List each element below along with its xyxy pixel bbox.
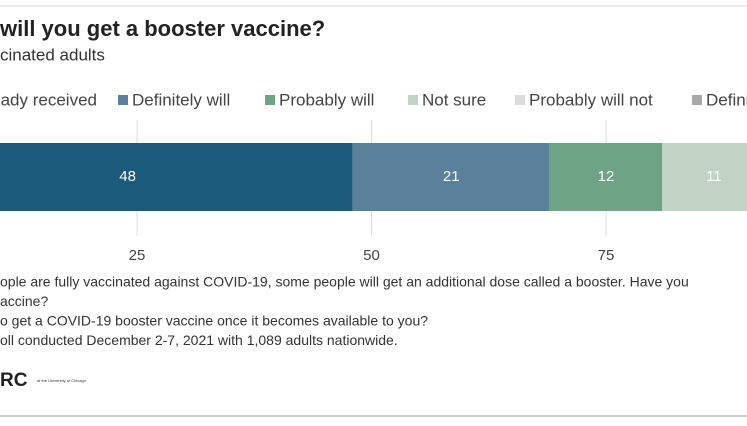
- data-label: 11: [706, 168, 722, 185]
- legend-swatch: [408, 95, 418, 105]
- legend-swatch: [118, 95, 128, 105]
- data-label: 48: [119, 168, 136, 185]
- note: o get a COVID-19 booster vaccine once it…: [0, 313, 428, 329]
- legend-label: Probably will: [279, 90, 374, 109]
- note: ople are fully vaccinated against COVID-…: [0, 274, 689, 290]
- legend-label: Probably will not: [529, 90, 653, 109]
- chart-subtitle: cinated adults: [0, 45, 105, 64]
- x-tick-label: 25: [129, 247, 146, 264]
- legend-swatch: [692, 95, 702, 105]
- bar-segment: [352, 143, 550, 211]
- x-tick-label: 75: [598, 247, 615, 264]
- legend-label: Definitely will: [132, 90, 230, 109]
- bar-segment: [0, 143, 353, 211]
- logo: RC: [0, 370, 28, 391]
- note: accine?: [0, 293, 48, 309]
- legend-label: Definitely will not: [706, 90, 747, 109]
- bar-segment: [549, 143, 663, 211]
- legend-swatch: [265, 95, 275, 105]
- logo-small: at the University of Chicago: [37, 378, 87, 383]
- chart-title: will you get a booster vaccine?: [0, 16, 325, 41]
- legend-label: Not sure: [422, 90, 486, 109]
- x-tick-label: 50: [363, 247, 380, 264]
- data-label: 21: [443, 168, 460, 185]
- data-label: 12: [598, 168, 615, 185]
- legend-label: Already received: [0, 90, 97, 109]
- bar-segment: [662, 143, 747, 211]
- note: oll conducted December 2-7, 2021 with 1,…: [0, 332, 398, 348]
- legend-swatch: [515, 95, 525, 105]
